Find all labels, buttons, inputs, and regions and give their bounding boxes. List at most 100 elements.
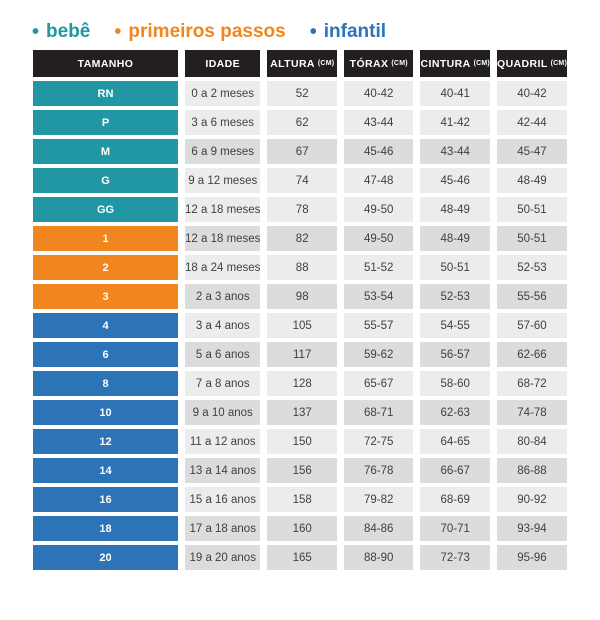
torax-cell: 45-46 [343,139,414,164]
idade-cell: 13 a 14 anos [185,458,261,483]
header-unit-label: (CM) [391,60,408,67]
altura-cell: 67 [267,139,337,164]
quadril-cell: 90-92 [497,487,567,512]
idade-cell: 0 a 2 meses [185,81,261,106]
torax-cell: 49-50 [343,226,414,251]
cintura-cell: 72-73 [420,545,490,570]
quadril-cell: 50-51 [497,226,567,251]
legend-label-primeiros-passos: primeiros passos [128,21,286,42]
cintura-cell: 50-51 [420,255,490,280]
cintura-cell: 62-63 [420,400,490,425]
size-cell: 6 [33,342,178,367]
header-unit-label: (CM) [550,60,567,67]
idade-cell: 18 a 24 meses [185,255,261,280]
idade-cell: 5 a 6 anos [185,342,261,367]
altura-cell: 74 [267,168,337,193]
torax-cell: 47-48 [343,168,414,193]
header-cell-tamanho: TAMANHO [33,50,178,77]
altura-cell: 117 [267,342,337,367]
torax-cell: 72-75 [343,429,414,454]
cintura-cell: 56-57 [420,342,490,367]
altura-cell: 150 [267,429,337,454]
header-cell-altura: ALTURA (CM) [267,50,337,77]
header-cell-cintura: CINTURA (CM) [420,50,490,77]
bullet-icon: • [32,21,40,43]
header-label: TÓRAX [349,57,389,70]
header-cell-quadril: QUADRIL (CM) [497,50,567,77]
size-cell: 2 [33,255,178,280]
header-unit-label: (CM) [473,60,490,67]
quadril-cell: 40-42 [497,81,567,106]
torax-cell: 43-44 [343,110,414,135]
cintura-cell: 58-60 [420,371,490,396]
bullet-icon: • [309,21,317,43]
altura-cell: 165 [267,545,337,570]
bullet-icon: • [114,21,122,43]
size-cell: M [33,139,178,164]
altura-cell: 105 [267,313,337,338]
torax-cell: 49-50 [343,197,414,222]
quadril-cell: 52-53 [497,255,567,280]
torax-cell: 53-54 [343,284,414,309]
idade-cell: 7 a 8 anos [185,371,261,396]
legend-label-infantil: infantil [323,21,387,42]
quadril-cell: 50-51 [497,197,567,222]
cintura-cell: 48-49 [420,197,490,222]
size-cell: G [33,168,178,193]
altura-cell: 158 [267,487,337,512]
torax-cell: 76-78 [343,458,414,483]
legend-label-bebe: bebê [46,21,91,42]
cintura-cell: 40-41 [420,81,490,106]
altura-cell: 137 [267,400,337,425]
header-label: IDADE [205,57,241,70]
quadril-cell: 93-94 [497,516,567,541]
torax-cell: 88-90 [343,545,414,570]
cintura-cell: 41-42 [420,110,490,135]
size-cell: 8 [33,371,178,396]
idade-cell: 15 a 16 anos [185,487,261,512]
cintura-cell: 66-67 [420,458,490,483]
altura-cell: 62 [267,110,337,135]
torax-cell: 65-67 [343,371,414,396]
size-table: TAMANHO IDADE ALTURA (CM) TÓRAX (CM) CINTURA (C… [33,50,567,570]
cintura-cell: 54-55 [420,313,490,338]
idade-cell: 19 a 20 anos [185,545,261,570]
quadril-cell: 95-96 [497,545,567,570]
idade-cell: 11 a 12 anos [185,429,261,454]
idade-cell: 9 a 10 anos [185,400,261,425]
legend-item-bebe: • bebê [32,20,90,44]
cintura-cell: 52-53 [420,284,490,309]
size-cell: 4 [33,313,178,338]
quadril-cell: 48-49 [497,168,567,193]
quadril-cell: 68-72 [497,371,567,396]
header-cell-idade: IDADE [185,50,261,77]
torax-cell: 84-86 [343,516,414,541]
idade-cell: 6 a 9 meses [185,139,261,164]
idade-cell: 3 a 6 meses [185,110,261,135]
cintura-cell: 68-69 [420,487,490,512]
size-cell: 10 [33,400,178,425]
header-label: TAMANHO [77,57,134,70]
header-label: ALTURA [270,57,315,70]
size-cell: 1 [33,226,178,251]
torax-cell: 51-52 [343,255,414,280]
size-cell: RN [33,81,178,106]
size-cell: 16 [33,487,178,512]
idade-cell: 12 a 18 meses [185,226,261,251]
cintura-cell: 70-71 [420,516,490,541]
size-cell: 14 [33,458,178,483]
size-cell: 12 [33,429,178,454]
idade-cell: 9 a 12 meses [185,168,261,193]
size-cell: 3 [33,284,178,309]
quadril-cell: 62-66 [497,342,567,367]
legend-item-primeiros-passos: • primeiros passos [114,20,285,44]
quadril-cell: 74-78 [497,400,567,425]
altura-cell: 98 [267,284,337,309]
altura-cell: 160 [267,516,337,541]
altura-cell: 78 [267,197,337,222]
cintura-cell: 64-65 [420,429,490,454]
torax-cell: 68-71 [343,400,414,425]
quadril-cell: 57-60 [497,313,567,338]
torax-cell: 55-57 [343,313,414,338]
quadril-cell: 45-47 [497,139,567,164]
